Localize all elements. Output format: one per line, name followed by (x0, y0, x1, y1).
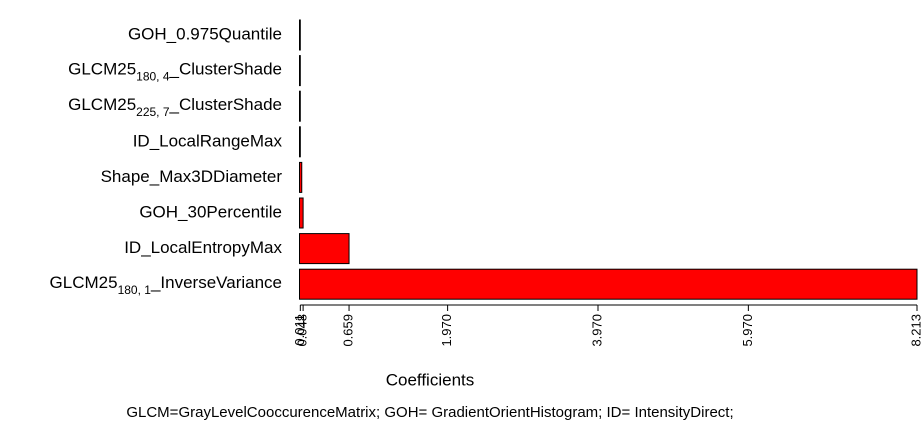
x-tick-label: 3.970 (589, 314, 604, 347)
bar (299, 19, 301, 51)
label-part: GLCM25 (68, 60, 136, 79)
x-tick-label: 0.659 (340, 314, 355, 347)
label-part: 180, 1 (118, 283, 152, 297)
bar (299, 161, 303, 193)
x-tick-label: 1.970 (439, 314, 454, 347)
y-tick-label: GLCM25180, 1_InverseVariance (50, 274, 282, 298)
y-tick-label: Shape_Max3DDiameter (101, 167, 283, 186)
x-axis-label: Coefficients (386, 370, 475, 389)
label-part: _ClusterShade (169, 60, 282, 79)
y-tick-label: GOH_30Percentile (139, 202, 282, 221)
x-tick-label: 0.048 (295, 314, 310, 347)
y-tick-label: ID_LocalEntropyMax (124, 238, 282, 257)
bar (299, 268, 918, 300)
y-tick-label: GLCM25180, 4_ClusterShade (68, 60, 282, 84)
x-tick-label: 5.970 (740, 314, 755, 347)
label-part: GLCM25 (68, 96, 136, 115)
y-tick-label: GOH_0.975Quantile (128, 24, 282, 43)
label-part: 225, 7 (136, 105, 170, 119)
bar (299, 90, 301, 122)
y-tick-label: GLCM25225, 7_ClusterShade (68, 96, 282, 120)
bar (299, 55, 301, 87)
bar (299, 233, 350, 265)
footnote: GLCM=GrayLevelCooccurenceMatrix; GOH= Gr… (126, 404, 733, 421)
label-part: _InverseVariance (150, 274, 282, 293)
x-tick-label: 0.011 (292, 314, 307, 346)
y-tick-label: ID_LocalRangeMax (133, 131, 283, 150)
x-tick-label: 8.213 (908, 314, 923, 347)
label-part: _ClusterShade (169, 96, 282, 115)
label-part: GLCM25 (50, 274, 118, 293)
label-part: 180, 4 (136, 70, 170, 84)
bar (299, 197, 304, 229)
bar (299, 126, 301, 158)
